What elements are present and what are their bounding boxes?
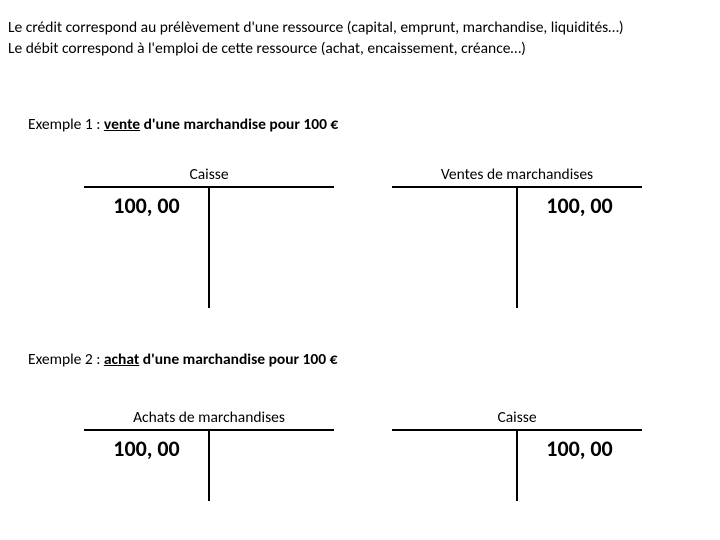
example1-suffix: d'une marchandise pour 100 €	[140, 115, 338, 134]
example2-prefix: Exemple 2 :	[28, 350, 104, 369]
example2-keyword: achat	[104, 350, 139, 369]
example2-label: Exemple 2 : achat d'une marchandise pour…	[28, 350, 337, 369]
t-debit-value: 100, 00	[84, 435, 209, 462]
t-title: Achats de marchandises	[84, 408, 334, 427]
t-title: Ventes de marchandises	[392, 165, 642, 184]
t-title: Caisse	[392, 408, 642, 427]
t-account-ex1-caisse: Caisse 100, 00	[84, 165, 334, 306]
example1-label: Exemple 1 : vente d'une marchandise pour…	[28, 115, 338, 134]
t-credit-value: 100, 00	[517, 192, 642, 219]
t-title: Caisse	[84, 165, 334, 184]
t-account-ex1-ventes: Ventes de marchandises 100, 00	[392, 165, 642, 306]
intro-line1: Le crédit correspond au prélèvement d'un…	[8, 18, 624, 39]
example1-keyword: vente	[104, 115, 140, 134]
t-account-ex2-achats: Achats de marchandises 100, 00	[84, 408, 334, 499]
example1-prefix: Exemple 1 :	[28, 115, 104, 134]
example2-suffix: d'une marchandise pour 100 €	[139, 350, 337, 369]
t-account-ex2-caisse: Caisse 100, 00	[392, 408, 642, 499]
intro-block: Le crédit correspond au prélèvement d'un…	[8, 18, 624, 60]
t-credit-value: 100, 00	[517, 435, 642, 462]
t-debit-value: 100, 00	[84, 192, 209, 219]
intro-line2: Le débit correspond à l'emploi de cette …	[8, 39, 624, 60]
